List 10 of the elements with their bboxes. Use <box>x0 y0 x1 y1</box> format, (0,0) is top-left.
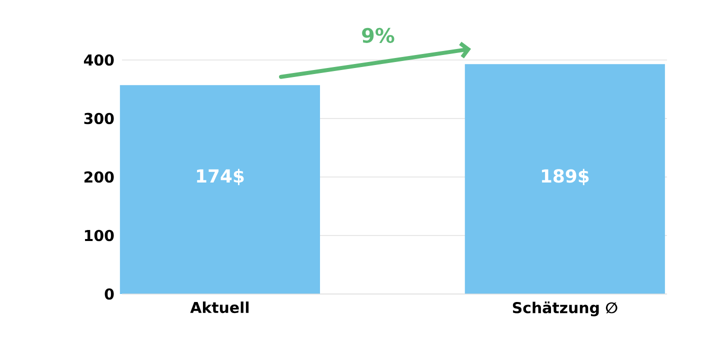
x-tick-label: Schätzung ∅ <box>512 302 618 316</box>
y-tick-label: 400 <box>84 54 114 66</box>
y-tick-label: 300 <box>84 112 114 124</box>
y-tick-label: 0 <box>104 288 114 300</box>
y-tick-label: 200 <box>84 171 114 183</box>
text: 9% <box>362 28 394 43</box>
annotation: 174$ <box>197 168 244 186</box>
annotation: 189$ <box>542 168 589 186</box>
y-tick-label: 100 <box>84 230 114 242</box>
x-tick-label: Aktuell <box>190 302 249 314</box>
